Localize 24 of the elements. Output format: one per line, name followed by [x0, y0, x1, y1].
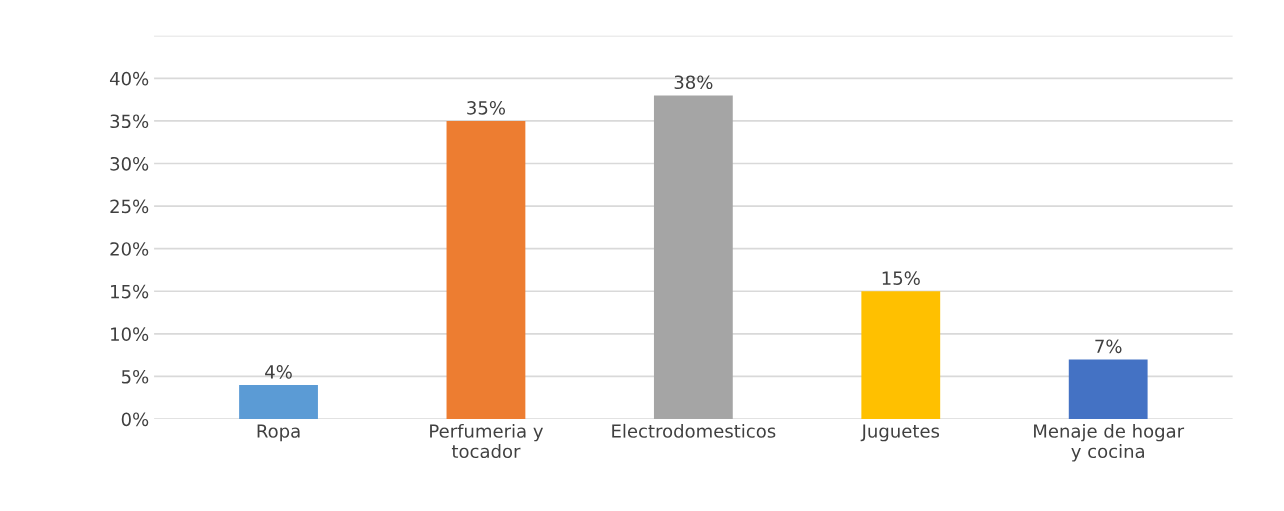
data-label: 4% [265, 365, 292, 379]
bar [239, 384, 318, 420]
y-tick-label: 25% [110, 199, 149, 214]
data-label: 38% [674, 75, 713, 90]
y-tick-label: 35% [110, 114, 149, 129]
data-label: 35% [467, 101, 506, 115]
y-tick-label: 20% [110, 242, 149, 256]
x-tick-label: Ropa [257, 424, 300, 442]
y-tick-label: 40% [109, 71, 149, 86]
y-tick-label: 10% [111, 327, 149, 341]
y-tick-label: 30% [110, 156, 149, 171]
y-tick-label: 0% [121, 412, 149, 427]
data-label: 7% [1095, 339, 1122, 354]
y-tick-label: 15% [111, 284, 149, 299]
bar [861, 291, 941, 420]
y-tick-label: 5% [121, 369, 149, 384]
x-tick-label: Menaje de hogar y cocina [1034, 423, 1185, 462]
data-label: 15% [882, 271, 920, 285]
x-tick-label: Juguetes [860, 424, 940, 442]
bar [653, 95, 733, 420]
bar [1068, 359, 1148, 420]
bar [446, 120, 526, 420]
x-tick-label: Perfumeria y tocador [430, 423, 543, 459]
x-tick-label: Electrodomesticos [612, 423, 776, 438]
